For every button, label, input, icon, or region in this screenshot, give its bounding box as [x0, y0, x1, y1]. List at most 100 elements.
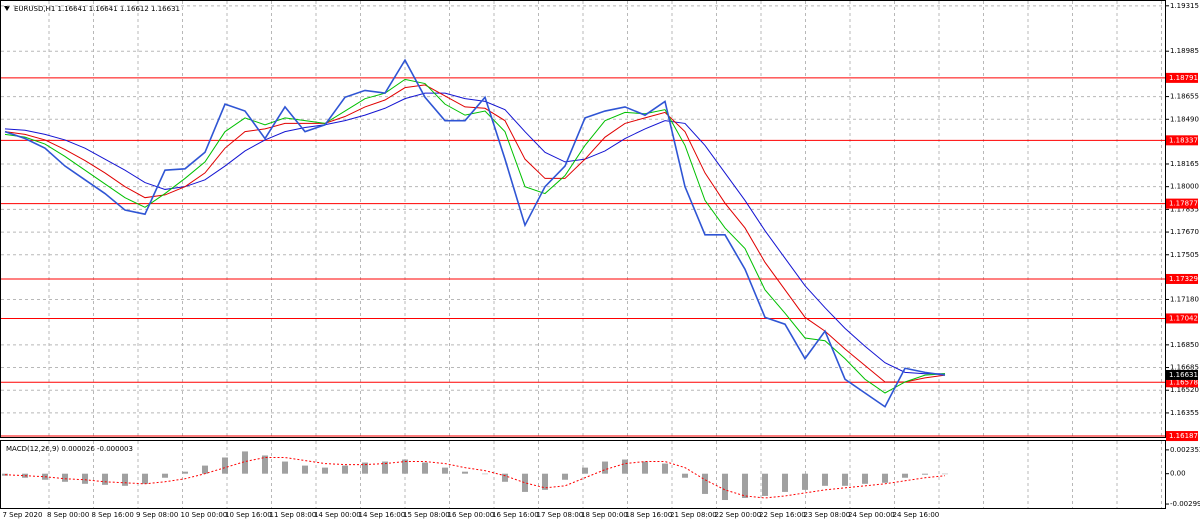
x-tick-label: 7 Sep 2020: [3, 511, 43, 519]
x-tick-label: 16 Sep 00:00: [448, 511, 495, 519]
x-tick-label: 8 Sep 16:00: [92, 511, 134, 519]
macd-bar: [642, 461, 648, 474]
macd-bar: [382, 461, 388, 474]
chart-title: EURUSD,H1 1.16641 1.16641 1.16612 1.1663…: [14, 5, 180, 13]
x-tick-label: 18 Sep 00:00: [581, 511, 628, 519]
macd-bar: [82, 473, 88, 484]
macd-bar: [442, 467, 448, 474]
macd-bar: [322, 467, 328, 474]
x-tick-label: 14 Sep 16:00: [359, 511, 406, 519]
macd-bar: [762, 473, 768, 496]
macd-bar: [122, 473, 128, 486]
macd-bar: [822, 473, 828, 486]
x-tick-label: 24 Sep 16:00: [893, 511, 940, 519]
level-label-bg: [1166, 135, 1198, 146]
x-tick-label: 10 Sep 00:00: [181, 511, 228, 519]
macd-bar: [922, 473, 928, 475]
macd-bar: [262, 455, 268, 474]
x-tick-label: 14 Sep 00:00: [314, 511, 361, 519]
macd-panel: [0, 440, 1166, 509]
macd-bar: [342, 465, 348, 474]
y-tick-label: 1.18490: [1170, 115, 1199, 123]
macd-bar: [62, 473, 68, 482]
macd-bar: [802, 473, 808, 490]
moving-average: [4, 92, 945, 375]
level-label-bg: [1166, 313, 1198, 324]
level-label-bg: [1166, 72, 1198, 83]
macd-bar: [182, 471, 188, 474]
macd-bar: [602, 461, 608, 474]
macd-bar: [462, 471, 468, 474]
macd-bar: [422, 462, 428, 474]
y-tick-label: 1.16850: [1170, 341, 1199, 349]
macd-bar: [782, 473, 788, 492]
macd-bar: [662, 463, 668, 474]
x-tick-label: 9 Sep 08:00: [136, 511, 178, 519]
macd-bar: [842, 473, 848, 486]
level-label: 1.17329: [1169, 275, 1198, 283]
level-label-bg: [1166, 273, 1198, 284]
level-label: 1.18337: [1169, 136, 1198, 144]
x-tick-label: 24 Sep 00:00: [848, 511, 895, 519]
macd-bar: [702, 473, 708, 494]
x-tick-label: 11 Sep 08:00: [270, 511, 317, 519]
level-label: 1.16578: [1169, 378, 1198, 386]
level-label-bg: [1166, 377, 1198, 388]
macd-signal: [4, 456, 946, 499]
macd-y-tick-label: -0.002999: [1170, 500, 1200, 508]
y-tick-label: 1.16520: [1170, 386, 1199, 394]
menu-arrow: [4, 6, 10, 11]
macd-bar: [902, 473, 908, 478]
macd-title: MACD(12,26,9) 0.000026 -0.000003: [6, 445, 133, 453]
macd-bar: [402, 459, 408, 474]
y-tick-label: 1.17505: [1170, 251, 1199, 259]
x-tick-label: 10 Sep 16:00: [225, 511, 272, 519]
macd-bar: [222, 457, 228, 474]
macd-bar: [562, 473, 568, 480]
macd-bar: [202, 465, 208, 474]
x-tick-label: 17 Sep 08:00: [537, 511, 584, 519]
y-tick-label: 1.18985: [1170, 47, 1199, 55]
x-tick-label: 16 Sep 16:00: [492, 511, 539, 519]
moving-average: [4, 78, 946, 394]
y-tick-label: 1.17835: [1170, 205, 1199, 213]
y-tick-label: 1.16685: [1170, 364, 1199, 372]
macd-bar: [362, 462, 368, 474]
y-tick-label: 1.17670: [1170, 228, 1199, 236]
current-price-label: 1.16631: [1169, 371, 1198, 379]
macd-y-tick-label: 0.002352: [1170, 446, 1200, 454]
x-tick-label: 23 Sep 08:00: [804, 511, 851, 519]
macd-bar: [142, 473, 148, 484]
macd-bar: [482, 473, 488, 475]
macd-bar: [682, 473, 688, 478]
x-tick-label: 21 Sep 08:00: [670, 511, 717, 519]
y-tick-label: 1.17180: [1170, 295, 1199, 303]
macd-bar: [742, 473, 748, 498]
macd-bar: [162, 473, 168, 478]
macd-bar: [102, 473, 108, 485]
macd-bar: [622, 459, 628, 474]
level-label-bg: [1166, 198, 1198, 209]
x-tick-label: 22 Sep 16:00: [759, 511, 806, 519]
macd-bar: [722, 473, 728, 501]
macd-bar: [542, 473, 548, 490]
y-tick-label: 1.18655: [1170, 93, 1199, 101]
macd-bar: [282, 461, 288, 474]
macd-bar: [862, 473, 868, 484]
level-label: 1.17877: [1169, 200, 1198, 208]
y-tick-label: 1.16355: [1170, 409, 1199, 417]
x-tick-label: 15 Sep 08:00: [403, 511, 450, 519]
x-tick-label: 22 Sep 00:00: [715, 511, 762, 519]
y-tick-label: 1.18165: [1170, 160, 1199, 168]
x-tick-label: 8 Sep 00:00: [47, 511, 89, 519]
x-tick-label: 18 Sep 16:00: [626, 511, 673, 519]
macd-y-tick-label: 0.00: [1170, 470, 1186, 478]
macd-bar: [242, 451, 248, 474]
level-label: 1.17042: [1169, 314, 1198, 322]
y-tick-label: 1.19315: [1170, 2, 1199, 10]
level-label: 1.18791: [1169, 74, 1198, 82]
macd-bar: [522, 473, 528, 492]
macd-bar: [942, 473, 948, 475]
macd-bar: [302, 465, 308, 474]
macd-bar: [582, 467, 588, 474]
